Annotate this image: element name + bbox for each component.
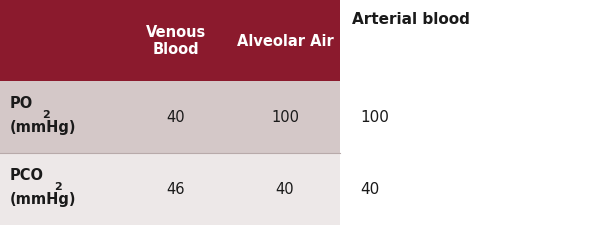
Text: 40: 40	[167, 110, 185, 125]
Text: 2: 2	[54, 181, 62, 191]
Bar	[230, 153, 340, 225]
Bar	[0, 153, 122, 225]
Text: PCO: PCO	[10, 167, 44, 182]
Text: 2: 2	[42, 110, 50, 119]
Text: 46: 46	[167, 182, 185, 197]
Text: Alveolar Air: Alveolar Air	[237, 33, 333, 48]
Bar	[230, 82, 340, 153]
Bar	[0, 0, 122, 82]
Bar	[230, 0, 340, 82]
Text: Arterial blood: Arterial blood	[352, 12, 470, 27]
Text: 40: 40	[360, 182, 379, 197]
Text: 100: 100	[360, 110, 389, 125]
Bar	[0, 82, 122, 153]
Text: (mmHg): (mmHg)	[10, 119, 77, 134]
Bar	[122, 0, 230, 82]
Text: (mmHg): (mmHg)	[10, 191, 77, 206]
Bar	[122, 82, 230, 153]
Text: Venous
Blood: Venous Blood	[146, 25, 206, 57]
Text: PO: PO	[10, 96, 33, 110]
Bar	[122, 153, 230, 225]
Text: 40: 40	[276, 182, 294, 197]
Text: 100: 100	[271, 110, 299, 125]
